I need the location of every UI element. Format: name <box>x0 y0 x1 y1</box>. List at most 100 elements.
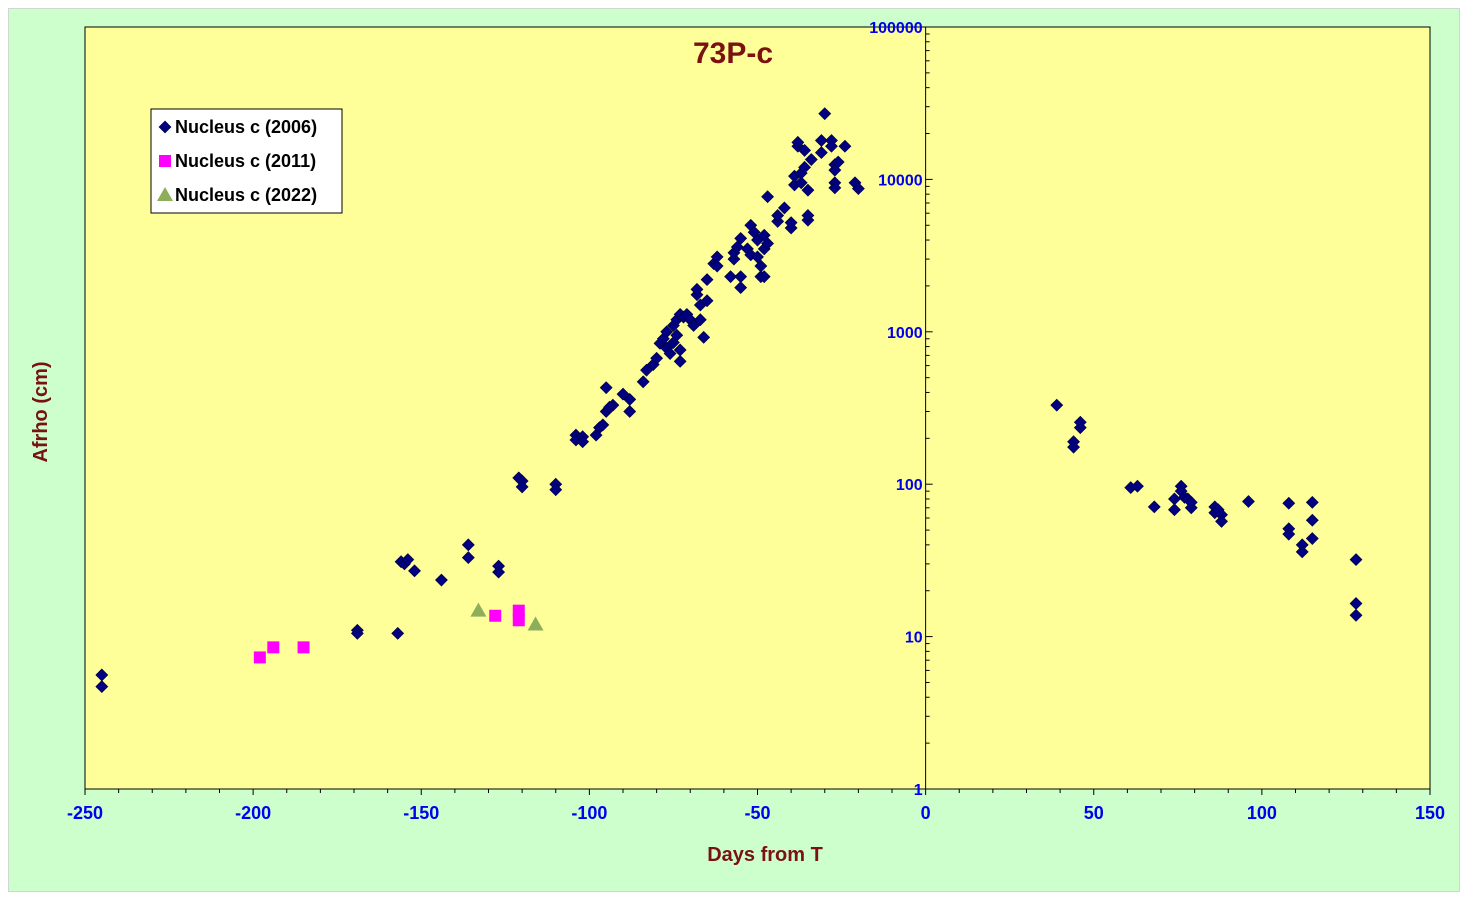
legend-marker <box>157 187 173 201</box>
y-tick-labels: 1 10 100 1000 10000 100000 <box>869 20 922 799</box>
data-point <box>697 330 711 344</box>
data-point <box>492 565 506 579</box>
data-point <box>798 143 811 157</box>
data-point <box>690 282 704 296</box>
data-point <box>636 375 650 389</box>
data-point <box>253 651 266 664</box>
y-tick-label: 1000 <box>887 325 923 342</box>
x-axis-title: Days from T <box>707 844 823 866</box>
data-point <box>794 176 808 190</box>
data-point <box>1073 415 1087 429</box>
data-point <box>1131 479 1144 493</box>
data-point <box>1242 495 1255 508</box>
legend-box <box>150 108 343 214</box>
y-tick-label: 100000 <box>869 20 922 37</box>
x-tick-labels: -250 -200 -150 -100 -50 0 50 100 150 <box>67 803 1445 823</box>
y-tick-label: 10 <box>905 630 923 647</box>
data-points <box>95 107 1363 693</box>
data-point <box>673 354 687 368</box>
data-point <box>757 270 771 284</box>
data-point <box>267 641 280 654</box>
data-point <box>734 281 748 295</box>
data-point <box>1184 495 1198 509</box>
y-tick-label: 10000 <box>878 172 923 189</box>
data-point <box>798 160 811 174</box>
x-tick-label: 50 <box>1084 803 1104 823</box>
data-point <box>515 480 529 494</box>
y-axis-title: Afrho (cm) <box>30 361 52 462</box>
data-point <box>1305 495 1319 509</box>
data-point <box>408 564 421 578</box>
data-point <box>724 270 738 284</box>
data-point <box>828 181 842 195</box>
x-tick-label: 100 <box>1247 803 1277 823</box>
data-point <box>461 551 475 565</box>
data-point <box>744 248 758 262</box>
data-point <box>1067 440 1080 454</box>
data-point <box>670 328 684 342</box>
data-point <box>700 294 714 308</box>
y-tick-label: 100 <box>896 477 923 494</box>
data-point <box>461 538 475 552</box>
legend: Nucleus c (2006) Nucleus c (2011) Nucleus … <box>150 108 343 214</box>
data-point <box>1349 553 1363 567</box>
data-point <box>818 107 832 121</box>
data-point <box>435 573 448 587</box>
data-point <box>606 398 620 412</box>
data-point <box>791 135 805 149</box>
data-point <box>1282 496 1296 510</box>
data-point <box>650 351 664 365</box>
legend-marker <box>158 120 172 134</box>
data-point <box>350 626 364 640</box>
series-3 <box>1050 398 1363 622</box>
data-point <box>777 201 791 215</box>
data-point <box>1215 514 1228 528</box>
data-point <box>1282 527 1296 541</box>
data-point <box>801 183 815 197</box>
y-tick-label: 1 <box>914 782 923 799</box>
data-point <box>297 641 310 654</box>
data-point <box>734 231 748 245</box>
data-point <box>838 139 852 153</box>
data-point <box>761 237 775 250</box>
x-tick-label: 150 <box>1415 803 1445 823</box>
data-point <box>95 680 109 693</box>
data-point <box>1349 608 1363 622</box>
data-point <box>761 190 775 204</box>
data-point <box>851 182 865 196</box>
x-tick-label: -250 <box>67 803 103 823</box>
data-point <box>751 250 764 264</box>
data-point <box>1305 532 1319 545</box>
x-tick-label: -150 <box>403 803 439 823</box>
data-point <box>700 273 714 287</box>
data-point <box>512 614 525 627</box>
data-point <box>527 616 544 631</box>
data-point <box>1050 398 1064 412</box>
data-point <box>660 325 674 339</box>
series-1 <box>253 604 525 664</box>
data-point <box>804 153 818 166</box>
data-point <box>825 139 838 153</box>
data-point <box>814 146 828 159</box>
chart-title: 73P-c <box>693 37 773 70</box>
data-point <box>771 209 785 222</box>
data-point <box>673 343 687 357</box>
data-point <box>470 602 487 617</box>
data-point <box>512 604 525 617</box>
data-point <box>663 347 677 360</box>
data-point <box>1147 500 1161 514</box>
data-point <box>687 319 701 332</box>
data-point <box>831 155 845 169</box>
data-point <box>693 313 707 327</box>
data-point <box>784 216 798 230</box>
legend-label: Nucleus c (2006) <box>175 117 317 137</box>
x-tick-label: 0 <box>921 803 931 823</box>
legend-marker <box>159 155 171 167</box>
data-point <box>710 259 724 273</box>
data-point <box>489 609 502 622</box>
data-point <box>599 381 613 395</box>
data-point <box>1305 513 1319 527</box>
data-point <box>1168 503 1181 517</box>
tick-marks <box>84 26 1431 795</box>
